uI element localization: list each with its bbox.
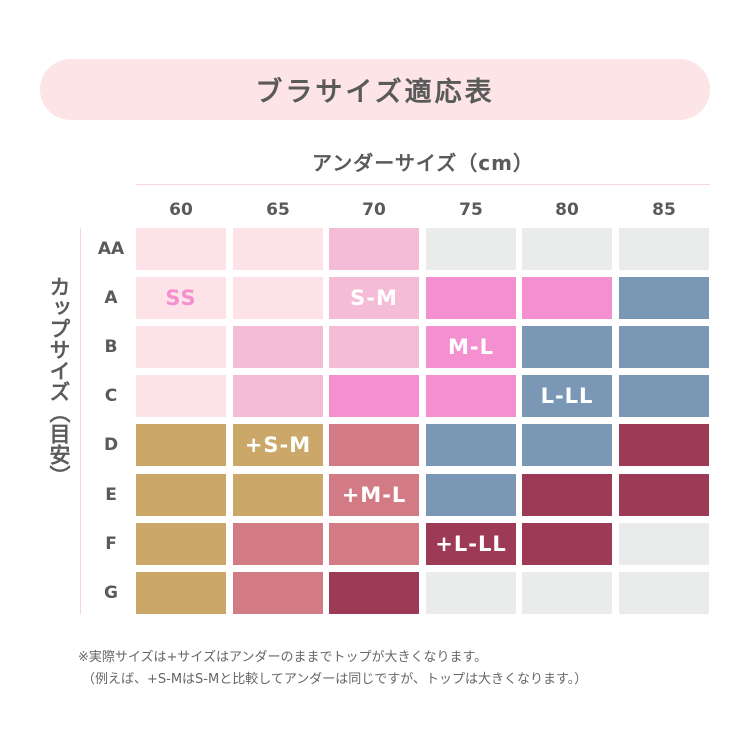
size-cell-a-65: [233, 277, 323, 319]
size-label-ss: SS: [165, 286, 197, 310]
size-cell-b-70: [329, 326, 419, 368]
row-header-a: A: [104, 288, 118, 308]
size-cell-e-65: [233, 474, 323, 516]
row-header-f: F: [105, 534, 117, 554]
size-cell-aa-70: [329, 228, 419, 270]
column-header-85: 85: [652, 200, 676, 220]
size-cell-e-70: [329, 474, 419, 516]
size-cell-g-70: [329, 572, 419, 614]
under-size-axis-label: アンダーサイズ（cm）: [312, 151, 534, 175]
under-size-divider: [136, 184, 710, 185]
row-header-c: C: [104, 386, 118, 406]
size-cell-d-85: [619, 424, 709, 466]
size-cell-c-65: [233, 375, 323, 417]
row-header-g: G: [104, 583, 118, 603]
size-label-l-ll: L-LL: [540, 384, 594, 408]
size-cell-g-80: [522, 572, 612, 614]
size-cell-f-70: [329, 523, 419, 565]
size-cell-a-75: [426, 277, 516, 319]
size-cell-d-80: [522, 424, 612, 466]
size-cell-f-75: [426, 523, 516, 565]
size-cell-g-85: [619, 572, 709, 614]
size-cell-aa-75: [426, 228, 516, 270]
size-cell-b-75: [426, 326, 516, 368]
column-header-80: 80: [555, 200, 579, 220]
row-header-e: E: [105, 485, 117, 505]
size-cell-a-60: [136, 277, 226, 319]
column-header-75: 75: [459, 200, 483, 220]
size-cell-aa-60: [136, 228, 226, 270]
size-cell-a-70: [329, 277, 419, 319]
size-cell-e-85: [619, 474, 709, 516]
size-cell-f-60: [136, 523, 226, 565]
column-header-60: 60: [169, 200, 193, 220]
size-label-s-m: S-M: [350, 286, 398, 310]
note-line-2: （例えば、+S-MはS-Mと比較してアンダーは同じですが、トップは大きくなります…: [82, 672, 588, 687]
size-cell-e-60: [136, 474, 226, 516]
note-line-1: ※実際サイズは+サイズはアンダーのままでトップが大きくなります。: [78, 650, 488, 665]
size-cell-b-80: [522, 326, 612, 368]
size-cell-d-60: [136, 424, 226, 466]
size-cell-g-75: [426, 572, 516, 614]
size-cell-b-85: [619, 326, 709, 368]
size-cell-e-75: [426, 474, 516, 516]
size-label-plus-m-l: +M-L: [341, 483, 407, 507]
size-cell-g-65: [233, 572, 323, 614]
size-cell-a-85: [619, 277, 709, 319]
size-cell-f-80: [522, 523, 612, 565]
size-cell-d-70: [329, 424, 419, 466]
page-title: ブラサイズ適応表: [255, 77, 495, 108]
size-cell-g-60: [136, 572, 226, 614]
size-cell-c-85: [619, 375, 709, 417]
size-cell-a-80: [522, 277, 612, 319]
size-cell-c-60: [136, 375, 226, 417]
size-cell-d-75: [426, 424, 516, 466]
cup-size-divider: [80, 228, 81, 614]
size-cell-f-65: [233, 523, 323, 565]
row-header-aa: AA: [97, 239, 125, 259]
column-header-65: 65: [266, 200, 290, 220]
row-header-b: B: [104, 337, 118, 357]
size-cell-aa-65: [233, 228, 323, 270]
size-cell-aa-80: [522, 228, 612, 270]
size-cell-e-80: [522, 474, 612, 516]
size-label-plus-s-m: +S-M: [244, 433, 312, 457]
row-header-d: D: [103, 435, 119, 455]
size-cell-b-65: [233, 326, 323, 368]
size-cell-c-70: [329, 375, 419, 417]
size-cell-f-85: [619, 523, 709, 565]
cup-size-axis-label: カップサイズ（目安）: [47, 276, 71, 486]
size-cell-c-80: [522, 375, 612, 417]
size-label-m-l: M-L: [448, 335, 494, 359]
size-cell-c-75: [426, 375, 516, 417]
size-cell-d-65: [233, 424, 323, 466]
size-cell-b-60: [136, 326, 226, 368]
column-header-70: 70: [362, 200, 386, 220]
size-label-plus-l-ll: +L-LL: [435, 532, 507, 556]
size-cell-aa-85: [619, 228, 709, 270]
title-banner: ブラサイズ適応表: [40, 59, 710, 120]
